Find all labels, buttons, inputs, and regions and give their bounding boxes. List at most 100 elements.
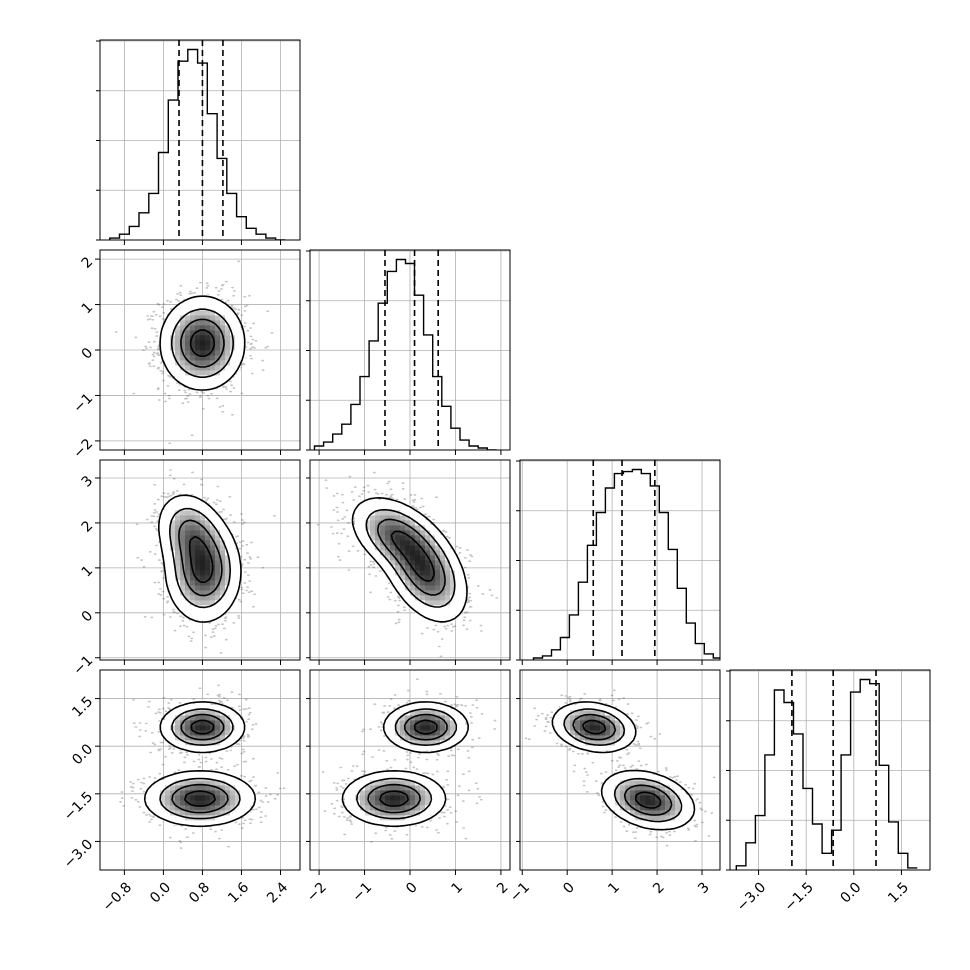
joint-content <box>310 670 510 870</box>
density-cell <box>670 800 676 806</box>
density-cell <box>420 745 426 751</box>
density-cell <box>425 725 431 731</box>
density-cell <box>615 805 621 811</box>
density-cell <box>460 600 466 606</box>
density-cell <box>455 575 461 581</box>
density-cell <box>405 720 411 726</box>
density-cell <box>620 730 626 736</box>
density-cell <box>180 500 186 506</box>
density-cell <box>410 560 416 566</box>
density-cell <box>220 530 226 536</box>
density-cell <box>205 785 211 791</box>
density-cell <box>185 495 191 501</box>
density-cell <box>430 780 436 786</box>
density-cell <box>185 375 191 381</box>
density-cell <box>215 800 221 806</box>
density-cell <box>410 525 416 531</box>
density-cell <box>170 360 176 366</box>
density-cell <box>580 745 586 751</box>
density-cell <box>215 775 221 781</box>
density-cell <box>205 360 211 366</box>
contour-level-3 <box>379 719 438 807</box>
density-cell <box>200 515 206 521</box>
density-cell <box>415 730 421 736</box>
density-cell <box>180 800 186 806</box>
density-cell <box>215 525 221 531</box>
density-cell <box>180 355 186 361</box>
density-cell <box>640 775 646 781</box>
density-cell <box>455 725 461 731</box>
density-cell <box>225 345 231 351</box>
density-cell <box>170 590 176 596</box>
y-tick-label-1-1: −1 <box>70 390 96 416</box>
density-cell <box>190 720 196 726</box>
density-cell <box>195 800 201 806</box>
density-cell <box>445 565 451 571</box>
density-cell <box>190 500 196 506</box>
density-cell <box>345 800 351 806</box>
density-cell <box>660 815 666 821</box>
density-cell <box>380 785 386 791</box>
density-cell <box>200 555 206 561</box>
density-cell <box>155 805 161 811</box>
density-cell <box>180 360 186 366</box>
density-cell <box>210 740 216 746</box>
density-cell <box>435 745 441 751</box>
density-cell <box>235 735 241 741</box>
density-cell <box>380 515 386 521</box>
density-cell <box>405 565 411 571</box>
density-cell <box>555 725 561 731</box>
density-cell <box>610 710 616 716</box>
density-cell <box>430 715 436 721</box>
density-cell <box>415 590 421 596</box>
density-cell <box>220 800 226 806</box>
density-cell <box>665 780 671 786</box>
density-cell <box>205 780 211 786</box>
density-cell <box>205 775 211 781</box>
density-cell <box>430 745 436 751</box>
density-cell <box>375 795 381 801</box>
density-cell <box>445 540 451 546</box>
density-cell <box>185 570 191 576</box>
density-cell <box>445 575 451 581</box>
density-cell <box>195 780 201 786</box>
density-cell <box>620 740 626 746</box>
density-cell <box>225 535 231 541</box>
density-cell <box>225 725 231 731</box>
density-cell <box>195 605 201 611</box>
density-cell <box>185 545 191 551</box>
density-cell <box>390 770 396 776</box>
density-cell <box>175 525 181 531</box>
density-cell <box>620 795 626 801</box>
density-cell <box>180 555 186 561</box>
density-cell <box>185 340 191 346</box>
contour-level-2 <box>178 519 223 597</box>
density-cell <box>425 605 431 611</box>
density-cell <box>395 780 401 786</box>
density-cell <box>195 770 201 776</box>
density-cell <box>670 810 676 816</box>
density-cell <box>650 800 656 806</box>
density-cell <box>195 330 201 336</box>
density-cell <box>430 800 436 806</box>
density-cell <box>680 805 686 811</box>
density-cell <box>195 325 201 331</box>
density-cell <box>175 345 181 351</box>
density-cell <box>210 360 216 366</box>
density-cell <box>165 555 171 561</box>
density-cell <box>405 525 411 531</box>
density-cell <box>390 795 396 801</box>
density-cell <box>200 725 206 731</box>
density-cell <box>590 710 596 716</box>
density-cell <box>640 770 646 776</box>
density-cell <box>380 555 386 561</box>
density-cell <box>380 805 386 811</box>
density-cell <box>400 710 406 716</box>
density-cell <box>445 595 451 601</box>
density-cell <box>625 790 631 796</box>
density-cell <box>230 590 236 596</box>
density-cell <box>220 560 226 566</box>
density-cell <box>415 745 421 751</box>
density-cell <box>410 595 416 601</box>
density-cell <box>430 615 436 621</box>
